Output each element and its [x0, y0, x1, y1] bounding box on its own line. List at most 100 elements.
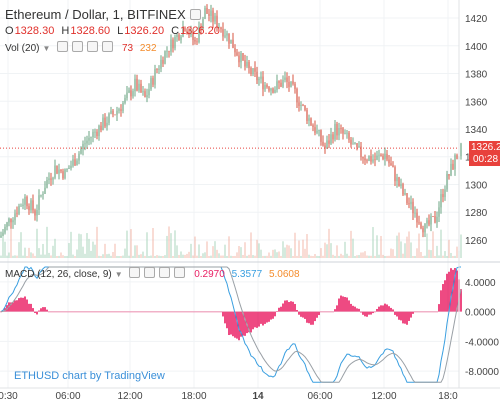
candle-body: [252, 68, 254, 74]
volume-bar: [272, 249, 274, 258]
volume-bar: [460, 234, 462, 258]
volume-bar: [306, 234, 308, 258]
volume-bar: [232, 255, 234, 258]
volume-bar: [30, 252, 32, 258]
macd-hist-bar: [70, 311, 72, 313]
countdown-tag: 00:28: [469, 154, 500, 167]
macd-hist-bar: [396, 311, 398, 317]
candle-body: [160, 59, 162, 69]
volume-bar: [346, 253, 348, 258]
candle-body: [382, 155, 384, 159]
volume-bar: [168, 226, 170, 258]
close-icon[interactable]: [159, 267, 171, 278]
volume-bar: [98, 255, 100, 258]
volume-bars: [0, 226, 462, 258]
volume-bar: [452, 255, 454, 258]
volume-bar: [22, 255, 24, 258]
macd-hist-bar: [300, 311, 302, 317]
macd-hist-bar: [162, 311, 164, 313]
candle-body: [332, 134, 334, 140]
candle-body: [328, 140, 330, 144]
candle-body: [130, 90, 132, 97]
candle-body: [36, 209, 38, 216]
more-icon[interactable]: [174, 267, 186, 278]
eye-icon[interactable]: [57, 41, 69, 52]
gear-icon[interactable]: [144, 267, 156, 278]
volume-bar: [260, 249, 262, 258]
price-candles[interactable]: [0, 4, 462, 238]
candle-body: [448, 174, 450, 176]
macd-hist-bar: [272, 311, 274, 319]
price-axis[interactable]: 126012801300132013401360138014001420: [465, 14, 488, 247]
candle-body: [196, 41, 198, 43]
macd-hist-bar: [124, 311, 126, 313]
macd-hist-bar: [306, 311, 308, 323]
price-tick-label: 1340: [465, 125, 488, 136]
candle-body: [256, 71, 258, 81]
candle-body: [262, 76, 264, 90]
candle-body: [314, 127, 316, 133]
macd-hist-bar: [202, 311, 204, 313]
volume-bar: [162, 256, 164, 258]
time-axis[interactable]: 0:30 06:00 12:00 18:00 14 06:00 12:00 18:0: [0, 391, 458, 402]
volume-bar: [448, 239, 450, 258]
macd-hist-bar: [408, 311, 410, 321]
macd-hist-bar: [452, 269, 454, 312]
macd-hist-bar: [108, 311, 110, 313]
close-icon[interactable]: [87, 41, 99, 52]
volume-bar: [322, 255, 324, 258]
volume-bar: [246, 255, 248, 258]
candle-body: [428, 220, 430, 225]
macd-hist-bar: [214, 311, 216, 313]
volume-bar: [50, 255, 52, 258]
candle-body: [110, 110, 112, 114]
gear-icon[interactable]: [72, 41, 84, 52]
candle-body: [406, 193, 408, 204]
volume-bar: [396, 235, 398, 258]
volume-bar: [302, 239, 304, 258]
volume-bar: [120, 255, 122, 258]
eye-icon[interactable]: [129, 267, 141, 278]
macd-hist-bar: [352, 305, 354, 312]
chart-title: Ethereum / Dollar, 1, BITFINEX: [5, 7, 201, 22]
volume-bar: [150, 255, 152, 258]
settings-icon[interactable]: [189, 9, 201, 20]
volume-bar: [8, 252, 10, 258]
volume-bar: [374, 255, 376, 258]
volume-bar: [262, 255, 264, 258]
macd-hist-bar: [18, 298, 20, 312]
volume-bar: [330, 243, 332, 258]
volume-bar: [116, 255, 118, 258]
candle-body: [236, 52, 238, 56]
chevron-down-icon[interactable]: ▼: [114, 270, 123, 279]
candle-body: [222, 29, 224, 37]
candle-body: [436, 216, 438, 223]
candle-body: [232, 39, 234, 49]
candle-body: [154, 69, 156, 85]
macd-hist-bar: [354, 306, 356, 312]
candle-body: [142, 91, 144, 93]
macd-hist-bar: [322, 311, 324, 313]
volume-bar: [84, 253, 86, 258]
volume-bar: [418, 233, 420, 258]
chevron-down-icon[interactable]: ▼: [42, 44, 51, 53]
macd-hist-bar: [336, 305, 338, 312]
more-icon[interactable]: [102, 41, 114, 52]
tradingview-watermark[interactable]: ETHUSD chart by TradingView: [14, 370, 165, 382]
macd-hist-bar: [106, 311, 108, 313]
candle-body: [6, 222, 8, 227]
macd-hist-bar: [148, 311, 150, 313]
candle-body: [172, 39, 174, 49]
macd-hist-bar: [208, 311, 210, 313]
candle-body: [240, 53, 242, 63]
volume-bar: [40, 254, 42, 258]
candle-body: [420, 223, 422, 229]
macd-axis[interactable]: 4.0000 0.0000 -4.0000 -8.0000: [465, 278, 499, 378]
volume-bar: [18, 242, 20, 258]
macd-hist-bar: [150, 311, 152, 313]
volume-bar: [414, 255, 416, 258]
volume-value-2: 232: [139, 43, 157, 54]
macd-signal-line: [0, 266, 462, 383]
volume-bar: [118, 255, 120, 258]
